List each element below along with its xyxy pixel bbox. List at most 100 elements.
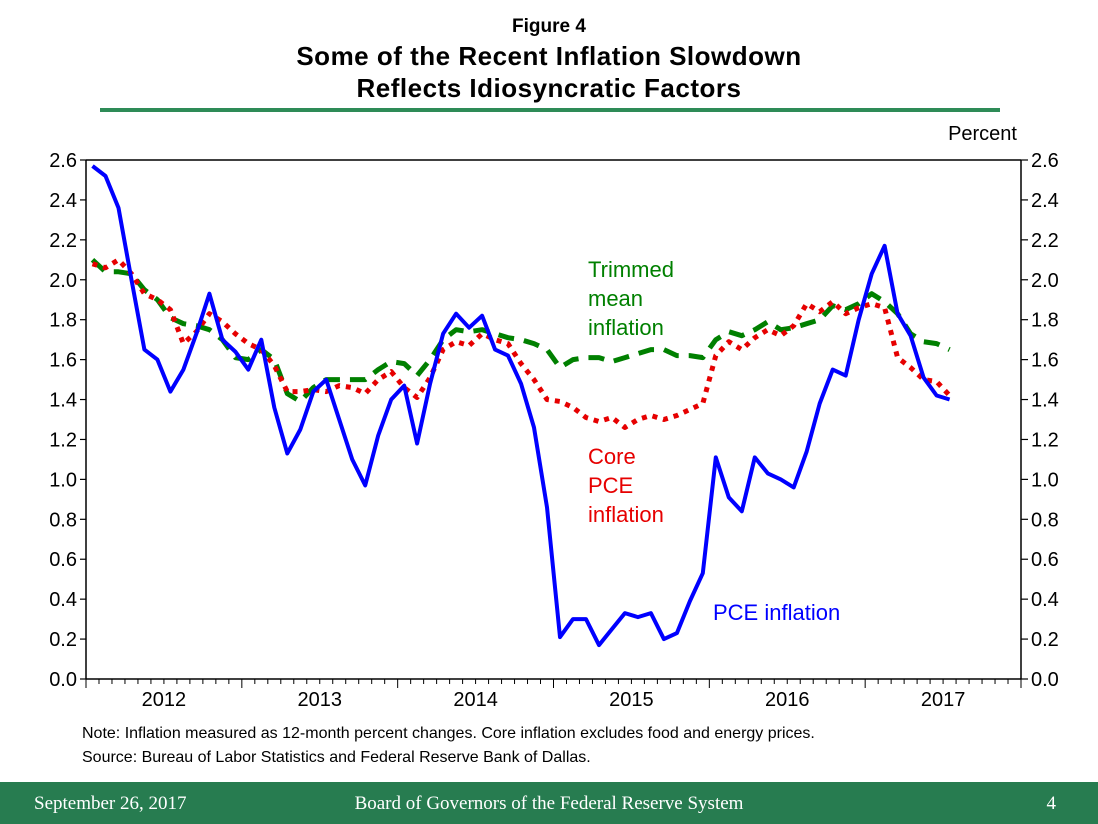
data-point-core-pce-inflation	[571, 406, 574, 409]
y-tick-label-left: 2.6	[49, 150, 77, 172]
data-point-pce-inflation	[546, 506, 549, 509]
data-point-pce-inflation	[286, 452, 289, 455]
x-tick-label: 2016	[765, 689, 810, 711]
chart-notes: Note: Inflation measured as 12-month per…	[82, 722, 815, 770]
data-point-trimmed-mean-inflation	[377, 368, 380, 371]
data-point-pce-inflation	[883, 244, 886, 247]
data-point-trimmed-mean-inflation	[662, 348, 665, 351]
data-point-trimmed-mean-inflation	[494, 332, 497, 335]
data-point-core-pce-inflation	[766, 328, 769, 331]
data-point-core-pce-inflation	[117, 258, 120, 261]
y-tick-label-right: 0.8	[1031, 509, 1059, 531]
data-point-pce-inflation	[844, 374, 847, 377]
data-point-pce-inflation	[935, 394, 938, 397]
data-point-trimmed-mean-inflation	[533, 342, 536, 345]
y-tick-label-right: 0.0	[1031, 669, 1059, 691]
data-point-core-pce-inflation	[558, 400, 561, 403]
data-point-core-pce-inflation	[844, 312, 847, 315]
data-point-pce-inflation	[831, 368, 834, 371]
data-point-pce-inflation	[234, 350, 237, 353]
data-point-core-pce-inflation	[169, 308, 172, 311]
y-tick-label-left: 1.0	[49, 469, 77, 491]
data-point-pce-inflation	[299, 428, 302, 431]
data-point-core-pce-inflation	[91, 262, 94, 265]
data-point-pce-inflation	[857, 318, 860, 321]
data-point-pce-inflation	[130, 278, 133, 281]
data-point-core-pce-inflation	[286, 390, 289, 393]
data-point-trimmed-mean-inflation	[883, 300, 886, 303]
data-point-core-pce-inflation	[390, 370, 393, 373]
data-point-pce-inflation	[429, 382, 432, 385]
data-point-core-pce-inflation	[273, 364, 276, 367]
y-tick-label-left: 1.8	[49, 310, 77, 332]
chart-title-line2: Reflects Idiosyncratic Factors	[356, 73, 742, 103]
data-point-pce-inflation	[117, 206, 120, 209]
data-point-trimmed-mean-inflation	[571, 358, 574, 361]
data-point-core-pce-inflation	[948, 394, 951, 397]
data-point-pce-inflation	[584, 618, 587, 621]
data-point-trimmed-mean-inflation	[805, 322, 808, 325]
data-point-pce-inflation	[533, 426, 536, 429]
data-point-core-pce-inflation	[325, 390, 328, 393]
chart-title: Some of the Recent Inflation Slowdown Re…	[0, 40, 1098, 104]
data-point-core-pce-inflation	[247, 342, 250, 345]
y-tick-label-right: 1.2	[1031, 429, 1059, 451]
data-point-trimmed-mean-inflation	[688, 354, 691, 357]
data-point-core-pce-inflation	[740, 348, 743, 351]
data-point-pce-inflation	[208, 292, 211, 295]
y-axis-label: Percent	[948, 123, 1017, 145]
y-tick-label-right: 2.0	[1031, 270, 1059, 292]
y-tick-label-left: 0.6	[49, 549, 77, 571]
data-point-trimmed-mean-inflation	[338, 378, 341, 381]
y-tick-label-left: 1.2	[49, 429, 77, 451]
y-tick-label-left: 2.4	[49, 190, 77, 212]
data-point-trimmed-mean-inflation	[597, 356, 600, 359]
data-point-pce-inflation	[520, 382, 523, 385]
data-point-pce-inflation	[870, 272, 873, 275]
series-line-trimmed-mean-inflation	[90, 257, 951, 404]
data-point-trimmed-mean-inflation	[104, 270, 107, 273]
data-point-trimmed-mean-inflation	[481, 328, 484, 331]
source-text: Source: Bureau of Labor Statistics and F…	[82, 749, 591, 766]
data-point-pce-inflation	[416, 442, 419, 445]
data-point-pce-inflation	[104, 174, 107, 177]
series-label-trimmed-mean-inflation: inflation	[588, 315, 664, 340]
data-point-pce-inflation	[377, 434, 380, 437]
title-divider	[100, 108, 1000, 112]
data-point-pce-inflation	[325, 378, 328, 381]
y-tick-label-left: 0.2	[49, 629, 77, 651]
data-point-core-pce-inflation	[455, 340, 458, 343]
data-point-core-pce-inflation	[221, 320, 224, 323]
line-chart: 0.0 0.0 0.2 0.2 0.4 0.4 0.6 0.6 0.8 0.8 1.0 1.0 1.2 1…	[49, 123, 1059, 711]
data-point-core-pce-inflation	[416, 396, 419, 399]
data-point-pce-inflation	[494, 348, 497, 351]
data-point-trimmed-mean-inflation	[364, 378, 367, 381]
data-point-pce-inflation	[922, 376, 925, 379]
data-point-pce-inflation	[571, 618, 574, 621]
data-point-pce-inflation	[195, 332, 198, 335]
data-point-trimmed-mean-inflation	[91, 258, 94, 261]
data-point-pce-inflation	[390, 398, 393, 401]
data-point-pce-inflation	[766, 472, 769, 475]
y-tick-label-right: 0.4	[1031, 589, 1059, 611]
data-point-trimmed-mean-inflation	[520, 338, 523, 341]
footer-organization: Board of Governors of the Federal Reserv…	[354, 793, 744, 814]
data-point-pce-inflation	[364, 484, 367, 487]
data-point-core-pce-inflation	[597, 420, 600, 423]
data-point-trimmed-mean-inflation	[403, 362, 406, 365]
data-point-pce-inflation	[260, 338, 263, 341]
y-tick-label-left: 2.2	[49, 230, 77, 252]
data-point-trimmed-mean-inflation	[714, 338, 717, 341]
data-point-core-pce-inflation	[636, 418, 639, 421]
data-point-pce-inflation	[156, 358, 159, 361]
data-point-trimmed-mean-inflation	[870, 292, 873, 295]
data-point-core-pce-inflation	[584, 416, 587, 419]
data-point-core-pce-inflation	[104, 266, 107, 269]
data-point-trimmed-mean-inflation	[117, 270, 120, 273]
data-point-pce-inflation	[818, 402, 821, 405]
y-tick-label-left: 0.8	[49, 509, 77, 531]
data-point-pce-inflation	[714, 456, 717, 459]
data-point-trimmed-mean-inflation	[701, 356, 704, 359]
data-point-pce-inflation	[558, 636, 561, 639]
y-tick-label-right: 1.0	[1031, 469, 1059, 491]
